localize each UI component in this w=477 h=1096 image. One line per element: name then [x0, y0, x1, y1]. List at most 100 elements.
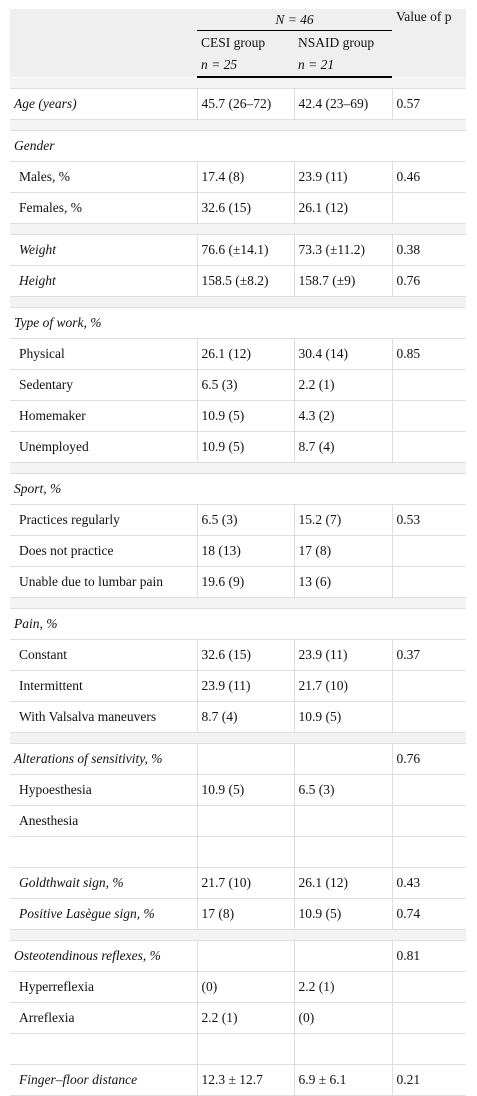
header-group1: CESI group — [197, 30, 294, 54]
row-nsaid-value: 26.1 (12) — [293, 192, 392, 224]
row-label: Constant — [10, 639, 197, 671]
row-p-value: 0.21 — [391, 1064, 466, 1096]
row-nsaid-value: 15.2 (7) — [293, 504, 392, 536]
table-row-intermittent: Intermittent 23.9 (11) 21.7 (10) — [10, 670, 466, 702]
spacer-row — [10, 296, 466, 308]
row-cesi-value: 158.5 (±8.2) — [196, 265, 294, 297]
row-cesi-value: 32.6 (15) — [196, 639, 294, 671]
row-nsaid-value: 6.5 (3) — [293, 774, 392, 806]
table-row-finger-floor: Finger–floor distance 12.3 ± 12.7 6.9 ± … — [10, 1064, 466, 1096]
row-cesi-value: 21.7 (10) — [196, 867, 294, 899]
header-row-groups: CESI group NSAID group — [10, 30, 466, 54]
row-label: With Valsalva maneuvers — [10, 701, 197, 733]
row-nsaid-value: 23.9 (11) — [293, 639, 392, 671]
row-p-value — [391, 566, 466, 598]
table-row-hypoesthesia: Hypoesthesia 10.9 (5) 6.5 (3) — [10, 774, 466, 806]
row-cesi-value: 2.2 (1) — [196, 1002, 294, 1034]
row-p-value — [391, 670, 466, 702]
row-label: Alterations of sensitivity, % — [10, 743, 197, 775]
row-label: Does not practice — [10, 535, 197, 567]
header-row-n: N = 46 Value of p — [10, 9, 466, 77]
row-cesi-value: 10.9 (5) — [196, 774, 294, 806]
table-row-sedentary: Sedentary 6.5 (3) 2.2 (1) — [10, 369, 466, 401]
row-label: Sedentary — [10, 369, 197, 401]
row-p-value — [391, 535, 466, 567]
table-row-males: Males, % 17.4 (8) 23.9 (11) 0.46 — [10, 161, 466, 193]
row-label: Age (years) — [10, 88, 197, 120]
table-row-practices: Practices regularly 6.5 (3) 15.2 (7) 0.5… — [10, 504, 466, 536]
row-cesi-value — [196, 805, 294, 837]
row-cesi-value: 32.6 (15) — [196, 192, 294, 224]
row-p-value — [391, 431, 466, 463]
row-cesi-value: 76.6 (±14.1) — [196, 234, 294, 266]
row-cesi-value: 45.7 (26–72) — [196, 88, 294, 120]
row-p-value — [391, 805, 466, 837]
row-label: Weight — [10, 234, 197, 266]
row-cesi-value: 17.4 (8) — [196, 161, 294, 193]
table-row-physical: Physical 26.1 (12) 30.4 (14) 0.85 — [10, 338, 466, 370]
row-label: Males, % — [10, 161, 197, 193]
row-cesi-value: 26.1 (12) — [196, 338, 294, 370]
spacer-row — [10, 77, 466, 89]
row-nsaid-value: 73.3 (±11.2) — [293, 234, 392, 266]
table-row-valsalva: With Valsalva maneuvers 8.7 (4) 10.9 (5) — [10, 701, 466, 733]
row-cesi-value: 6.5 (3) — [196, 504, 294, 536]
table-row-hyperreflexia: Hyperreflexia (0) 2.2 (1) — [10, 971, 466, 1003]
spacer-row — [10, 597, 466, 609]
table-row-not-practice: Does not practice 18 (13) 17 (8) — [10, 535, 466, 567]
row-nsaid-value — [293, 805, 392, 837]
row-nsaid-value: 17 (8) — [293, 535, 392, 567]
section-sport: Sport, % — [10, 473, 466, 505]
row-p-value: 0.76 — [391, 743, 466, 775]
section-label: Type of work, % — [10, 307, 466, 339]
row-nsaid-value: 23.9 (11) — [293, 161, 392, 193]
header-n-total: N = 46 — [197, 9, 392, 31]
row-p-value: 0.76 — [391, 265, 466, 297]
row-label: Finger–floor distance — [10, 1064, 197, 1096]
row-p-value: 0.85 — [391, 338, 466, 370]
row-label: Anesthesia — [10, 805, 197, 837]
row-label: Arreflexia — [10, 1002, 197, 1034]
section-type-of-work: Type of work, % — [10, 307, 466, 339]
row-p-value: 0.43 — [391, 867, 466, 899]
row-p-value: 0.57 — [391, 88, 466, 120]
table-row-anesthesia: Anesthesia — [10, 805, 466, 837]
table-row-sensitivity: Alterations of sensitivity, % 0.76 — [10, 743, 466, 775]
header-row-n-groups: n = 25 n = 21 — [10, 54, 466, 78]
table-row-blank — [10, 1033, 466, 1065]
spacer-row — [10, 732, 466, 744]
table-row-goldthwait: Goldthwait sign, % 21.7 (10) 26.1 (12) 0… — [10, 867, 466, 899]
table-row-unable: Unable due to lumbar pain 19.6 (9) 13 (6… — [10, 566, 466, 598]
table-row-reflexes: Osteotendinous reflexes, % 0.81 — [10, 940, 466, 972]
row-label: Unemployed — [10, 431, 197, 463]
row-label: Practices regularly — [10, 504, 197, 536]
row-cesi-value: 12.3 ± 12.7 — [196, 1064, 294, 1096]
table-row-age: Age (years) 45.7 (26–72) 42.4 (23–69) 0.… — [10, 88, 466, 120]
row-cesi-value: 10.9 (5) — [196, 431, 294, 463]
row-nsaid-value: 26.1 (12) — [293, 867, 392, 899]
row-p-value — [391, 774, 466, 806]
row-label: Physical — [10, 338, 197, 370]
row-cesi-value: 19.6 (9) — [196, 566, 294, 598]
table-row-homemaker: Homemaker 10.9 (5) 4.3 (2) — [10, 400, 466, 432]
row-label: Unable due to lumbar pain — [10, 566, 197, 598]
section-label: Pain, % — [10, 608, 466, 640]
row-p-value — [391, 971, 466, 1003]
row-cesi-value: 23.9 (11) — [196, 670, 294, 702]
header-group2-n: n = 21 — [294, 54, 392, 78]
row-nsaid-value: 21.7 (10) — [293, 670, 392, 702]
row-cesi-value: 18 (13) — [196, 535, 294, 567]
row-p-value: 0.81 — [391, 940, 466, 972]
spacer-row — [10, 929, 466, 941]
row-p-value — [391, 192, 466, 224]
row-p-value: 0.37 — [391, 639, 466, 671]
row-nsaid-value: 2.2 (1) — [293, 369, 392, 401]
row-label: Osteotendinous reflexes, % — [10, 940, 197, 972]
row-nsaid-value: 4.3 (2) — [293, 400, 392, 432]
row-nsaid-value: 42.4 (23–69) — [293, 88, 392, 120]
row-nsaid-value — [293, 743, 392, 775]
row-label: Positive Lasègue sign, % — [10, 898, 197, 930]
section-label: Sport, % — [10, 473, 466, 505]
header-group1-n: n = 25 — [197, 54, 294, 78]
row-p-value — [391, 400, 466, 432]
